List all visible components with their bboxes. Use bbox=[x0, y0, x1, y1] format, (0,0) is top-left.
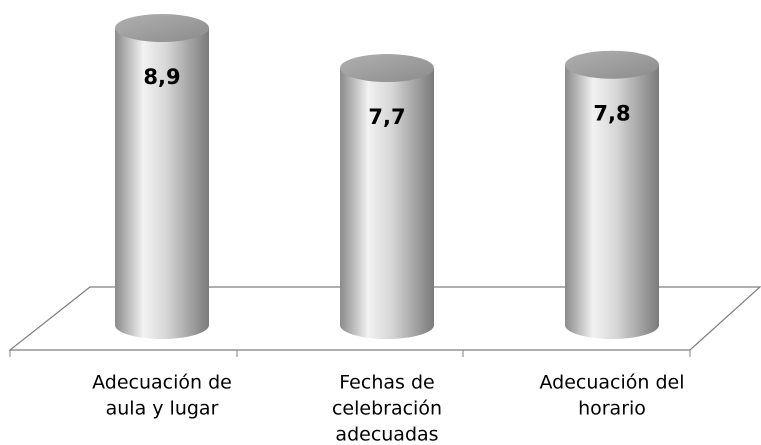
x-tick-label: Fechas de bbox=[339, 372, 434, 394]
x-tick-label: horario bbox=[578, 398, 646, 420]
value-label: 7,7 bbox=[368, 105, 405, 129]
cylinder bbox=[565, 64, 659, 340]
cylinder bbox=[115, 28, 209, 339]
x-tick-label: celebración bbox=[332, 398, 442, 420]
cylinder-top bbox=[115, 14, 209, 42]
cylinder-top bbox=[565, 50, 659, 79]
value-label: 7,8 bbox=[593, 102, 630, 126]
cylinder bbox=[340, 68, 434, 339]
x-tick-label: Adecuación del bbox=[539, 372, 684, 394]
cylinder-top bbox=[340, 54, 434, 83]
x-tick-label: aula y lugar bbox=[106, 398, 219, 420]
x-tick-label: Adecuación de bbox=[92, 372, 232, 394]
x-tick-label: adecuadas bbox=[335, 424, 438, 445]
value-label: 8,9 bbox=[143, 65, 180, 89]
